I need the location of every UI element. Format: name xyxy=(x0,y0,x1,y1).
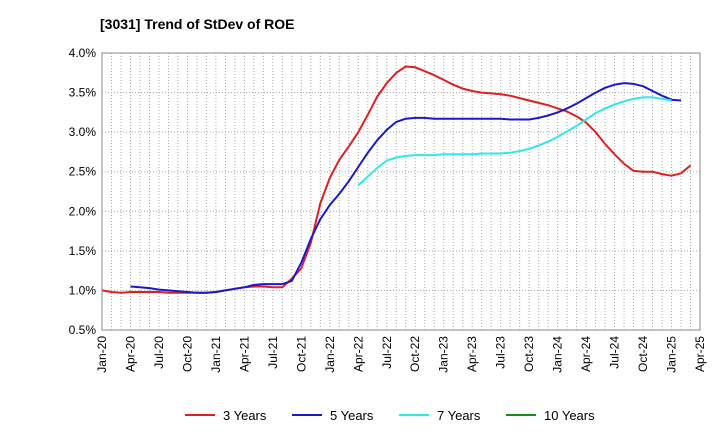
legend-label: 3 Years xyxy=(223,408,267,423)
x-tick-label: Oct-23 xyxy=(522,336,536,372)
legend-label: 5 Years xyxy=(330,408,374,423)
x-tick-label: Apr-22 xyxy=(351,336,365,372)
x-tick-label: Jan-20 xyxy=(95,336,109,373)
series-lines xyxy=(101,65,692,294)
y-tick-label: 3.0% xyxy=(69,125,97,139)
chart-title: [3031] Trend of StDev of ROE xyxy=(100,16,295,32)
series-line-7-years xyxy=(357,96,672,186)
y-tick-label: 1.0% xyxy=(69,283,97,297)
x-tick-label: Oct-20 xyxy=(180,336,194,372)
y-tick-label: 0.5% xyxy=(69,323,97,337)
y-tick-label: 1.5% xyxy=(69,244,97,258)
x-tick-label: Jan-21 xyxy=(209,336,223,373)
x-tick-label: Apr-21 xyxy=(237,336,251,372)
x-tick-label: Oct-22 xyxy=(408,336,422,372)
x-tick-label: Jul-21 xyxy=(266,336,280,369)
y-tick-label: 2.0% xyxy=(69,204,97,218)
x-tick-label: Jul-24 xyxy=(608,336,622,369)
y-axis-ticks: 0.5% 1.0% 1.5% 2.0% 2.5% 3.0% 3.5% 4.0% xyxy=(69,46,97,337)
legend: 3 Years 5 Years 7 Years 10 Years xyxy=(185,408,595,423)
x-tick-label: Oct-21 xyxy=(294,336,308,372)
x-tick-label: Jul-23 xyxy=(494,336,508,369)
y-tick-label: 4.0% xyxy=(69,46,97,60)
x-tick-label: Jan-25 xyxy=(665,336,679,373)
y-tick-label: 2.5% xyxy=(69,165,97,179)
x-tick-label: Jul-20 xyxy=(152,336,166,369)
grid-lines xyxy=(102,53,700,330)
x-tick-label: Jan-22 xyxy=(323,336,337,373)
x-tick-label: Jul-22 xyxy=(380,336,394,369)
plot-area-frame xyxy=(101,52,701,331)
y-tick-label: 3.5% xyxy=(69,86,97,100)
series-line-5-years xyxy=(130,82,682,294)
x-tick-label: Oct-24 xyxy=(636,336,650,372)
x-tick-label: Apr-23 xyxy=(465,336,479,372)
legend-label: 7 Years xyxy=(437,408,481,423)
x-tick-label: Jan-23 xyxy=(437,336,451,373)
x-axis-ticks: Jan-20 Apr-20 Jul-20 Oct-20 Jan-21 Apr-21 Jul-… xyxy=(95,336,707,373)
x-tick-label: Apr-25 xyxy=(693,336,707,372)
legend-label: 10 Years xyxy=(544,408,595,423)
x-tick-label: Apr-20 xyxy=(123,336,137,372)
x-tick-label: Apr-24 xyxy=(579,336,593,372)
x-tick-label: Jan-24 xyxy=(551,336,565,373)
